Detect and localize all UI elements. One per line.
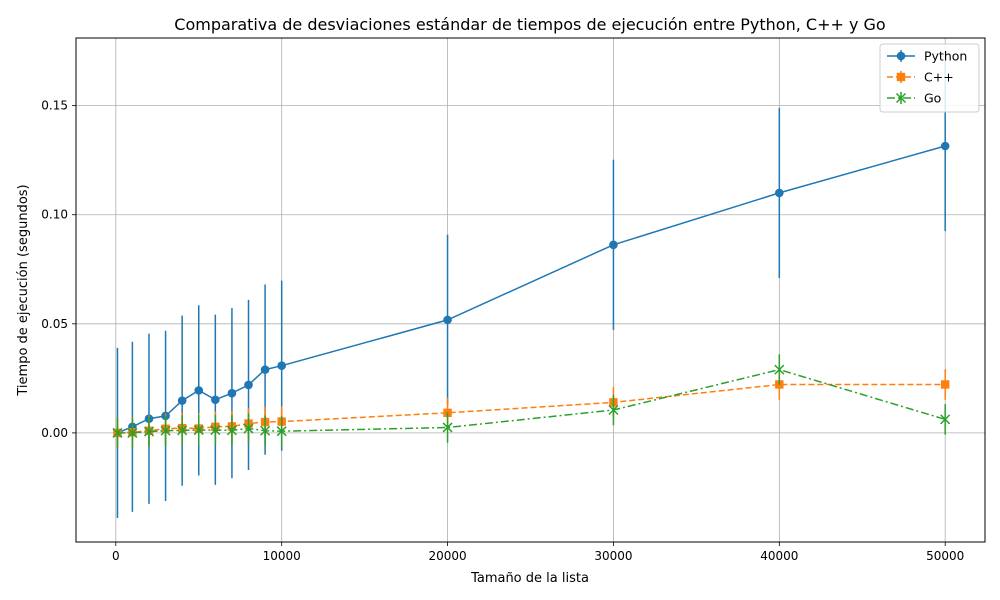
point-go xyxy=(112,427,123,438)
x-tick-label: 30000 xyxy=(594,549,632,563)
legend-label-go: Go xyxy=(924,91,941,106)
plot-frame xyxy=(75,37,986,543)
point-python xyxy=(277,361,286,371)
point-python xyxy=(194,386,204,395)
point-go xyxy=(143,426,155,437)
x-tick-label: 40000 xyxy=(760,549,798,563)
point-go xyxy=(774,364,785,375)
line-python xyxy=(117,145,946,434)
legend-item-c: C++ xyxy=(887,70,954,85)
point-python xyxy=(227,388,237,398)
point-go xyxy=(243,423,254,434)
point-go xyxy=(160,425,171,436)
point-python xyxy=(443,315,452,325)
point-python xyxy=(775,188,784,198)
y-tick-label: 0.00 xyxy=(41,426,68,440)
line-go xyxy=(117,368,946,434)
line-c xyxy=(117,383,946,434)
grid xyxy=(76,38,985,542)
point-go xyxy=(442,422,453,433)
y-axis-label: Tiempo de ejecución (segundos) xyxy=(16,184,31,396)
series-go xyxy=(112,354,951,449)
legend-marker-go xyxy=(895,92,907,104)
y-tick-label: 0.15 xyxy=(41,99,68,113)
point-go xyxy=(260,425,271,436)
x-tick-label: 0 xyxy=(112,549,120,563)
point-python xyxy=(211,395,220,405)
legend-marker-c xyxy=(896,72,906,82)
legend: Python C++ Go xyxy=(879,43,980,113)
axis-ticks: 0 10000 20000 30000 40000 50000 0.00 0.05 0.10 0.… xyxy=(41,99,964,563)
point-python xyxy=(244,380,253,390)
point-python xyxy=(260,365,270,374)
x-tick-label: 50000 xyxy=(926,549,964,563)
y-tick-label: 0.10 xyxy=(41,208,68,222)
point-go xyxy=(193,425,204,436)
point-go xyxy=(226,425,237,436)
point-go xyxy=(276,426,287,437)
point-go xyxy=(177,425,188,436)
series-c xyxy=(113,369,950,449)
legend-item-go: Go xyxy=(887,91,941,106)
point-c xyxy=(940,380,950,389)
point-go xyxy=(940,414,951,425)
point-python xyxy=(177,396,187,405)
point-go xyxy=(608,404,619,416)
x-tick-label: 20000 xyxy=(428,549,466,563)
point-python xyxy=(609,240,618,250)
point-python xyxy=(940,141,950,151)
legend-label-python: Python xyxy=(924,49,967,64)
series-python xyxy=(113,60,950,518)
legend-label-c: C++ xyxy=(924,70,954,85)
point-go xyxy=(127,427,138,438)
chart-title: Comparativa de desviaciones estándar de … xyxy=(174,15,885,34)
legend-item-python: Python xyxy=(887,49,967,64)
series-layer xyxy=(112,60,951,518)
x-tick-label: 10000 xyxy=(263,549,301,563)
legend-marker-python xyxy=(896,51,906,61)
x-axis-label: Tamaño de la lista xyxy=(470,571,589,586)
point-go xyxy=(210,425,221,436)
y-tick-label: 0.05 xyxy=(41,317,68,331)
